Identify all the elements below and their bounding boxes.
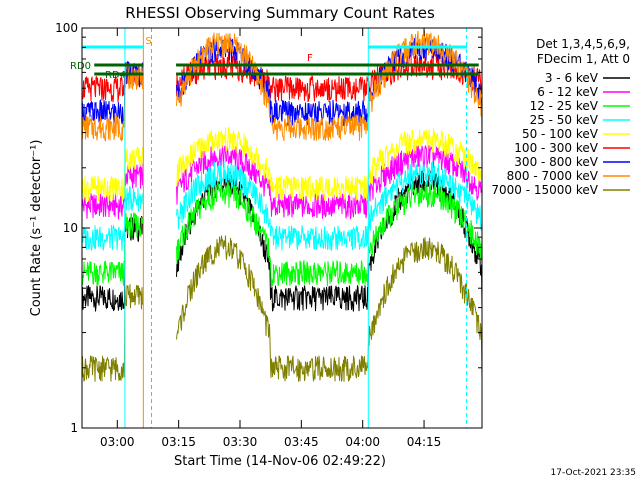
flags-layer: RD0 RD4 S F: [70, 36, 479, 81]
series-line-5: [81, 125, 483, 202]
chart-title: RHESSI Observing Summary Count Rates: [125, 4, 435, 22]
legend-label-8: 800 - 7000 keV: [507, 169, 599, 183]
x-tick-label: 04:00: [345, 435, 380, 449]
series-line-3: [81, 180, 483, 287]
x-tick-label: 03:30: [223, 435, 258, 449]
rd0-label: RD0: [70, 61, 91, 72]
series-line-4: [81, 160, 483, 252]
series-line-8: [81, 30, 483, 142]
y-tick-label: 1: [70, 421, 78, 435]
legend-title-line-1: Det 1,3,4,5,6,9,: [536, 37, 630, 51]
y-tick-label: 10: [63, 221, 78, 235]
legend-label-3: 12 - 25 keV: [530, 99, 599, 113]
y-axis-label: Count Rate (s⁻¹ detector⁻¹): [29, 140, 44, 317]
legend-label-5: 50 - 100 keV: [522, 127, 599, 141]
legend-title-line-2: FDecim 1, Att 0: [537, 52, 630, 66]
markers-layer: [124, 28, 467, 428]
legend-label-2: 6 - 12 keV: [537, 85, 599, 99]
timestamp: 17-Oct-2021 23:35: [551, 468, 636, 478]
legend-label-1: 3 - 6 keV: [545, 71, 599, 85]
x-tick-label: 03:45: [284, 435, 319, 449]
y-tick-label: 100: [55, 21, 78, 35]
rd4-label: RD4: [105, 70, 126, 81]
x-axis-label: Start Time (14-Nov-06 02:49:22): [174, 454, 386, 469]
x-tick-label: 03:15: [161, 435, 196, 449]
y-axis: 1 10 100: [55, 21, 482, 435]
f-flag-label: F: [307, 53, 313, 64]
legend-label-9: 7000 - 15000 keV: [491, 183, 598, 197]
legend-label-4: 25 - 50 keV: [530, 113, 599, 127]
x-tick-label: 03:00: [100, 435, 135, 449]
legend-label-6: 100 - 300 keV: [514, 141, 598, 155]
x-axis: 03:00 03:15 03:30 03:45 04:00 04:15: [100, 28, 441, 449]
s-flag-label: S: [145, 36, 151, 47]
x-tick-label: 04:15: [407, 435, 442, 449]
series-line-9: [81, 235, 483, 382]
series-layer: [81, 30, 483, 382]
legend-label-7: 300 - 800 keV: [514, 155, 598, 169]
